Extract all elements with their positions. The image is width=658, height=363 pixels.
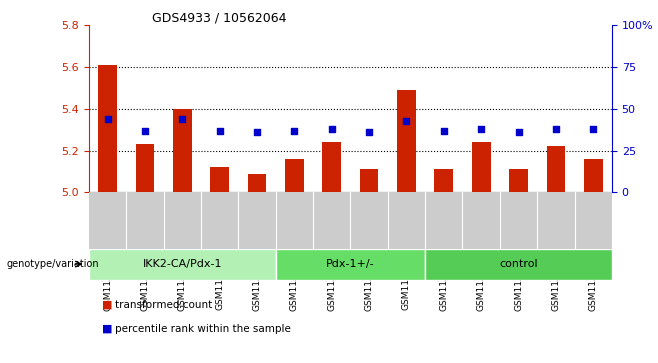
Text: IKK2-CA/Pdx-1: IKK2-CA/Pdx-1 bbox=[143, 259, 222, 269]
Point bbox=[326, 126, 337, 132]
Bar bbox=[322, 142, 341, 192]
Bar bbox=[276, 249, 425, 280]
Text: Pdx-1+/-: Pdx-1+/- bbox=[326, 259, 374, 269]
Point bbox=[476, 126, 486, 132]
Point bbox=[289, 128, 299, 134]
Point bbox=[215, 128, 225, 134]
Bar bbox=[247, 174, 266, 192]
Point bbox=[364, 129, 374, 135]
Bar bbox=[472, 142, 490, 192]
Text: ■: ■ bbox=[102, 323, 113, 334]
Bar bbox=[509, 170, 528, 192]
Bar bbox=[211, 167, 229, 192]
Point bbox=[588, 126, 599, 132]
Point bbox=[513, 129, 524, 135]
Bar bbox=[89, 249, 276, 280]
Text: ■: ■ bbox=[102, 300, 113, 310]
Bar bbox=[285, 159, 304, 192]
Text: GDS4933 / 10562064: GDS4933 / 10562064 bbox=[151, 11, 286, 24]
Point bbox=[102, 116, 113, 122]
Bar bbox=[136, 144, 154, 192]
Bar bbox=[425, 249, 612, 280]
Bar bbox=[547, 147, 565, 192]
Bar bbox=[360, 170, 378, 192]
Bar bbox=[434, 170, 453, 192]
Point bbox=[252, 129, 263, 135]
Bar bbox=[397, 90, 416, 192]
Bar bbox=[584, 159, 603, 192]
Text: control: control bbox=[499, 259, 538, 269]
Bar bbox=[98, 65, 117, 192]
Text: percentile rank within the sample: percentile rank within the sample bbox=[115, 323, 291, 334]
Point bbox=[139, 128, 150, 134]
Point bbox=[401, 118, 412, 123]
Text: transformed count: transformed count bbox=[115, 300, 213, 310]
Point bbox=[438, 128, 449, 134]
Bar bbox=[173, 109, 191, 192]
Text: genotype/variation: genotype/variation bbox=[7, 259, 99, 269]
Point bbox=[551, 126, 561, 132]
Point bbox=[177, 116, 188, 122]
